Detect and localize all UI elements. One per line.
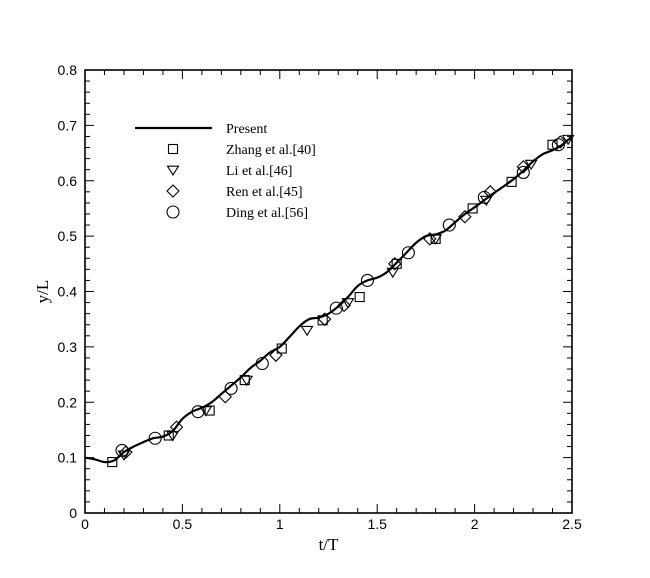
point-li-et-al-46 (524, 159, 538, 171)
point-li-et-al-46 (240, 375, 254, 387)
point-ding-et-al-56 (401, 246, 415, 260)
point-zhang-et-al-40 (204, 405, 215, 416)
axes-ticks: 0 0.5 1 1.5 2 2.5 0 0.1 0.2 0.3 0.4 0.5 0.6 0.7 0.8 (58, 62, 582, 532)
legend-label-zhang-et-al-40: Zhang et al.[40] (226, 143, 316, 158)
y-tick-label: 0.6 (58, 173, 78, 189)
legend-label-ding-et-al-56: Ding et al.[56] (226, 206, 308, 221)
point-li-et-al-46 (341, 298, 355, 309)
legend-label-li-et-al-46: Li et al.[46] (226, 164, 292, 179)
point-zhang-et-al-40 (163, 430, 174, 441)
point-ren-et-al-45 (423, 232, 437, 246)
point-li-et-al-46 (300, 325, 314, 337)
point-ren-et-al-45 (169, 420, 184, 434)
point-ding-et-al-56 (255, 356, 269, 371)
point-ding-et-al-56 (477, 190, 491, 204)
y-tick-label: 0 (69, 505, 77, 521)
x-tick-label: 1.5 (367, 516, 387, 532)
legend-marker-ren-et-al-45 (166, 184, 180, 198)
y-tick-label: 0.1 (58, 450, 78, 466)
y-tick-label: 0.7 (58, 117, 78, 133)
point-ren-et-al-45 (516, 160, 531, 174)
legend-marker-zhang-et-al-40 (167, 143, 179, 155)
point-ren-et-al-45 (553, 135, 568, 149)
point-ding-et-al-56 (516, 165, 530, 179)
point-li-et-al-46 (117, 450, 131, 461)
point-ding-et-al-56 (551, 138, 565, 152)
legend-label-ren-et-al-45: Ren et al.[45] (226, 185, 303, 200)
point-ding-et-al-56 (148, 431, 162, 445)
point-ren-et-al-45 (387, 257, 402, 271)
point-ren-et-al-45 (269, 348, 283, 362)
series-line-present (84, 135, 573, 464)
plot-frame (84, 69, 573, 514)
point-ding-et-al-56 (115, 443, 129, 457)
point-ding-et-al-56 (442, 218, 456, 232)
x-tick-label: 2.5 (562, 516, 582, 532)
point-ren-et-al-45 (218, 389, 233, 404)
point-li-et-al-46 (199, 406, 213, 417)
y-tick-label: 0.4 (58, 284, 78, 300)
point-li-et-al-46 (561, 134, 575, 146)
legend-label-present: Present (226, 122, 267, 137)
y-tick-label: 0.2 (58, 394, 78, 410)
point-ren-et-al-45 (119, 445, 133, 459)
y-axis-title: y/L (33, 280, 52, 304)
y-tick-label: 0.3 (58, 339, 78, 355)
legend: Present Zhang et al.[40] Li et al.[46] Ren … (135, 122, 316, 221)
plot-area (84, 134, 575, 468)
point-ren-et-al-45 (458, 209, 472, 224)
point-zhang-et-al-40 (354, 291, 365, 303)
y-tick-label: 0.5 (58, 228, 78, 244)
point-li-et-al-46 (166, 431, 180, 442)
point-zhang-et-al-40 (276, 343, 287, 354)
point-ding-et-al-56 (191, 405, 205, 419)
legend-marker-li-et-al-46 (166, 165, 180, 176)
x-axis-title: t/T (319, 535, 339, 554)
point-li-et-al-46 (429, 234, 443, 245)
point-zhang-et-al-40 (467, 203, 478, 214)
x-tick-label: 2 (471, 516, 479, 532)
point-zhang-et-al-40 (107, 457, 118, 468)
x-tick-label: 0 (81, 516, 89, 532)
point-ren-et-al-45 (317, 312, 332, 326)
y-tick-label: 0.8 (58, 62, 78, 78)
point-ding-et-al-56 (360, 273, 375, 287)
point-zhang-et-al-40 (506, 176, 517, 187)
x-tick-label: 1 (276, 516, 284, 532)
point-ding-et-al-56 (329, 301, 343, 315)
point-ding-et-al-56 (224, 381, 238, 395)
legend-marker-ding-et-al-56 (166, 205, 180, 219)
x-tick-label: 0.5 (173, 516, 193, 532)
